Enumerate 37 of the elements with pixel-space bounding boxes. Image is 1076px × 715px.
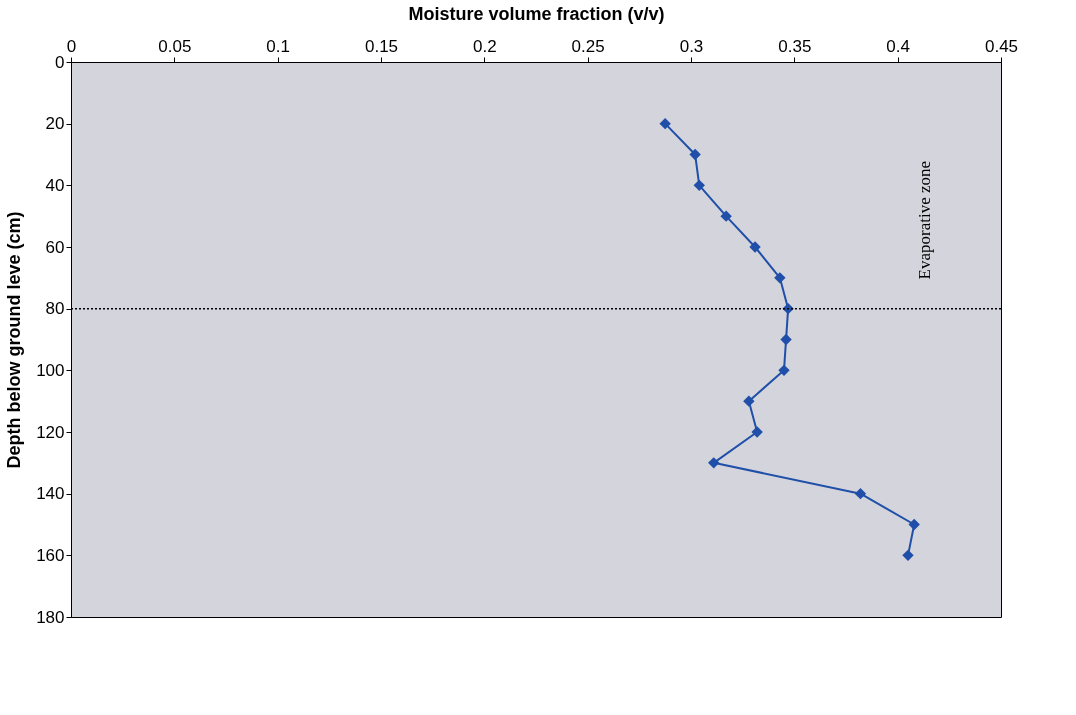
x-tick-label: 0.3 — [679, 36, 704, 56]
x-tick-label: 0.05 — [158, 36, 192, 56]
point — [708, 457, 720, 469]
point — [780, 333, 792, 346]
y-tick-label: 20 — [45, 114, 65, 134]
y-tick-label: 120 — [36, 422, 65, 442]
y-axis-title: Depth below ground leve (cm) — [4, 211, 25, 469]
y-tick-label: 80 — [45, 299, 65, 319]
y-tick-label: 180 — [36, 607, 65, 627]
point — [749, 241, 761, 253]
point — [774, 272, 786, 284]
point — [902, 549, 914, 562]
point — [659, 117, 671, 130]
point — [693, 179, 705, 192]
point — [751, 426, 763, 438]
x-tick-label: 0.1 — [266, 36, 290, 56]
x-tick-label: 0.25 — [571, 36, 605, 56]
y-tick-label: 60 — [45, 237, 65, 257]
point — [778, 364, 790, 377]
x-tick-label: 0.2 — [473, 36, 497, 56]
x-tick-label: 0.4 — [886, 36, 910, 56]
y-tick-label: 140 — [36, 484, 65, 504]
x-axis-title: Moisture volume fraction (v/v) — [408, 3, 665, 24]
y-tick-label: 40 — [45, 175, 65, 195]
point — [720, 210, 732, 222]
x-tick-label: 0.15 — [364, 36, 399, 56]
point — [782, 302, 794, 315]
y-tick-label: 100 — [36, 360, 65, 380]
x-tick-label: 0.35 — [778, 36, 812, 56]
annotation: Evaporative zone — [914, 160, 934, 280]
y-tick-label: 0 — [55, 52, 65, 72]
point — [854, 487, 867, 500]
x-tick-label: 0.45 — [984, 36, 1019, 56]
point — [743, 395, 755, 407]
y-tick-label: 160 — [36, 545, 65, 565]
point — [908, 518, 920, 531]
point — [689, 148, 701, 161]
